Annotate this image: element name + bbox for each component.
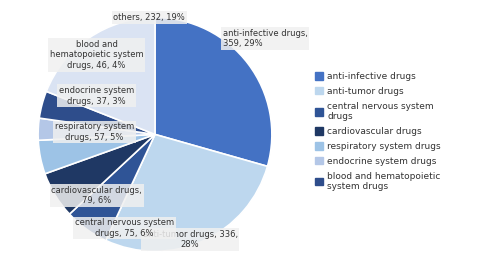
Legend: anti-infective drugs, anti-tumor drugs, central nervous system
drugs, cardiovasc: anti-infective drugs, anti-tumor drugs, … [314, 72, 441, 191]
Text: endocrine system
drugs, 37, 3%: endocrine system drugs, 37, 3% [59, 86, 134, 105]
Wedge shape [38, 134, 155, 174]
Wedge shape [155, 18, 272, 166]
Wedge shape [46, 18, 155, 134]
Text: anti-tumor drugs, 336,
28%: anti-tumor drugs, 336, 28% [142, 230, 238, 249]
Wedge shape [106, 134, 268, 251]
Text: respiratory system
drugs, 57, 5%: respiratory system drugs, 57, 5% [54, 122, 134, 142]
Text: central nervous system
drugs, 75, 6%: central nervous system drugs, 75, 6% [75, 218, 174, 238]
Wedge shape [70, 134, 155, 240]
Wedge shape [40, 92, 155, 134]
Wedge shape [38, 118, 155, 140]
Text: others, 232, 19%: others, 232, 19% [114, 13, 185, 22]
Text: anti-infective drugs,
359, 29%: anti-infective drugs, 359, 29% [223, 29, 308, 48]
Text: cardiovascular drugs,
79, 6%: cardiovascular drugs, 79, 6% [51, 185, 142, 205]
Wedge shape [45, 134, 155, 214]
Text: blood and
hematopoietic system
drugs, 46, 4%: blood and hematopoietic system drugs, 46… [50, 40, 144, 70]
